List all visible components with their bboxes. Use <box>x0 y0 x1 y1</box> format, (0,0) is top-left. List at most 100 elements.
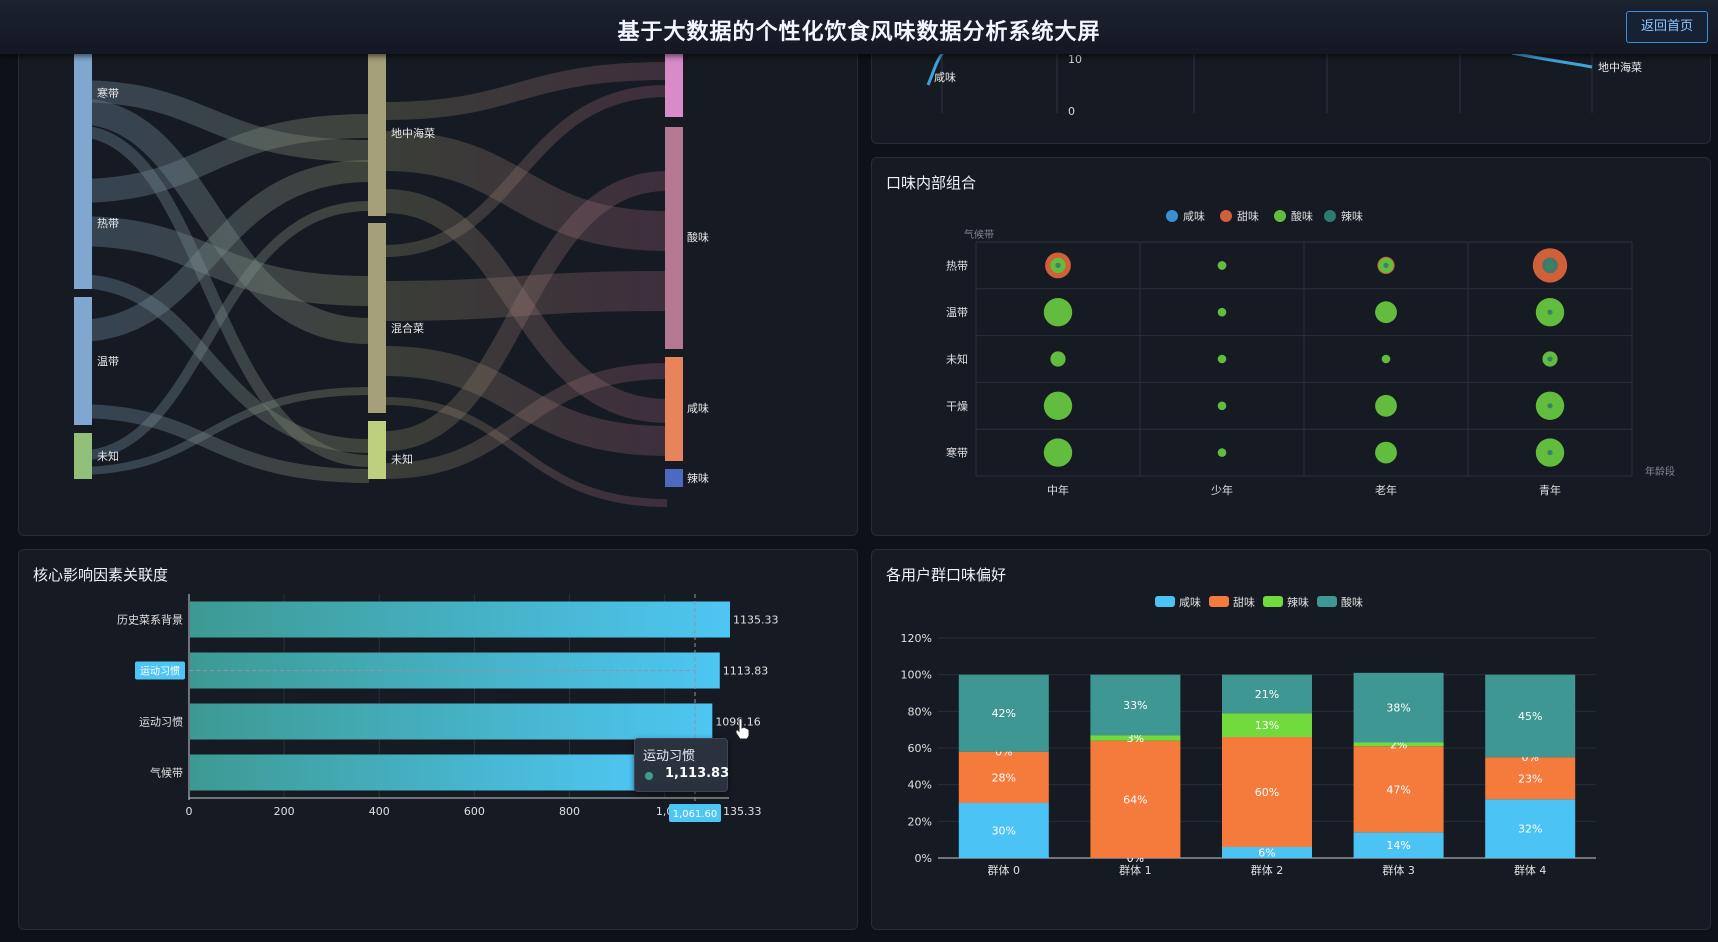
stack-x-tick: 群体 1 <box>1119 863 1152 877</box>
bar-rect[interactable] <box>190 703 713 740</box>
bubble-point-酸味[interactable] <box>1217 401 1227 411</box>
stack-segment-甜味[interactable] <box>1353 746 1444 833</box>
stack-segment-label: 13% <box>1255 719 1279 732</box>
bubble-legend-label[interactable]: 辣味 <box>1341 209 1363 223</box>
stack-segment-辣味[interactable] <box>1222 713 1312 737</box>
bubble-legend-marker[interactable] <box>1274 210 1286 222</box>
stack-legend-label[interactable]: 酸味 <box>1341 595 1363 609</box>
stack-segment-酸味[interactable] <box>1090 674 1181 736</box>
bubble-legend-label[interactable]: 甜味 <box>1237 210 1259 223</box>
bubble-point-酸味[interactable] <box>1043 298 1073 327</box>
stack-segment-酸味[interactable] <box>1353 672 1444 743</box>
stack-segment-label: 38% <box>1386 702 1410 715</box>
sankey-node-temperate[interactable] <box>74 297 92 425</box>
bubble-legend-marker[interactable] <box>1324 210 1336 222</box>
bubble-point-酸味[interactable] <box>1050 351 1066 367</box>
bubble-point-酸味[interactable] <box>1217 448 1227 457</box>
bubble-legend-label[interactable]: 酸味 <box>1291 209 1313 223</box>
sankey-label-cold: 寒带 <box>97 86 119 100</box>
stack-y-tick: 80% <box>908 705 932 718</box>
bubble-y-tick: 寒带 <box>946 446 968 460</box>
bubble-point-酸味[interactable] <box>1217 261 1227 270</box>
bubble-x-axis-name: 年龄段 <box>1645 465 1675 478</box>
bubble-point-辣味[interactable] <box>1055 262 1061 268</box>
stack-segment-甜味[interactable] <box>1090 740 1181 858</box>
bubble-point-辣味[interactable] <box>1547 403 1553 409</box>
sankey-node-unknown-left[interactable] <box>74 433 92 479</box>
bubble-legend-marker[interactable] <box>1220 210 1232 222</box>
sankey-label-sour: 酸味 <box>687 230 709 244</box>
sankey-node-sour[interactable] <box>665 127 683 349</box>
sankey-node-mediterranean[interactable] <box>368 41 386 216</box>
sankey-node-top-right[interactable] <box>665 41 683 117</box>
tooltip-title: 运动习惯 <box>643 749 696 764</box>
bubble-point-酸味[interactable] <box>1217 354 1227 364</box>
stack-segment-咸味[interactable] <box>1485 799 1576 858</box>
stack-segment-甜味[interactable] <box>958 751 1049 803</box>
tooltip-marker-icon <box>645 772 653 780</box>
stack-segment-甜味[interactable] <box>1222 737 1312 847</box>
stack-segment-甜味[interactable] <box>1485 757 1576 800</box>
stack-x-tick: 群体 3 <box>1382 863 1415 877</box>
bubble-point-辣味[interactable] <box>1547 450 1553 456</box>
sankey-node-spicy[interactable] <box>665 469 683 487</box>
stack-legend-marker[interactable] <box>1263 596 1283 607</box>
stack-legend-marker[interactable] <box>1209 596 1229 607</box>
sankey-label-tropical: 热带 <box>97 217 119 230</box>
stack-x-tick: 群体 0 <box>988 863 1021 877</box>
back-home-button[interactable]: 返回首页 <box>1626 11 1708 43</box>
stack-segment-label: 21% <box>1255 688 1279 701</box>
bubble-legend-label[interactable]: 咸味 <box>1183 210 1205 223</box>
line-series-right <box>1511 51 1593 69</box>
stack-legend-marker[interactable] <box>1155 596 1175 607</box>
stack-segment-辣味[interactable] <box>1353 742 1444 747</box>
bubble-y-tick: 干燥 <box>946 400 968 413</box>
stack-legend-label[interactable]: 辣味 <box>1287 595 1309 609</box>
stack-legend-label[interactable]: 甜味 <box>1233 596 1255 609</box>
bubble-point-酸味[interactable] <box>1043 438 1073 467</box>
bubble-panel-title: 口味内部组合 <box>886 174 977 192</box>
stack-segment-咸味[interactable] <box>1353 832 1444 858</box>
bar-x-tick-tail: 135.33 <box>723 805 762 818</box>
bar-panel: 核心影响因素关联度 0 200 400 600 800 1,0 1135.33 历史菜系背景… <box>18 549 858 930</box>
bubble-point-辣味[interactable] <box>1542 257 1558 274</box>
bubble-point-酸味[interactable] <box>1375 301 1397 324</box>
stack-segment-咸味[interactable] <box>958 803 1049 858</box>
stack-legend-marker[interactable] <box>1317 596 1337 607</box>
stack-segment-酸味[interactable] <box>958 674 1049 752</box>
bubble-panel: 口味内部组合 咸味 甜味 酸味 辣味 气候带 年龄段 热带 温带 未知 干燥 寒带 中年 少年 老年… <box>871 157 1711 536</box>
bubble-point-酸味[interactable] <box>1043 391 1073 420</box>
stack-segment-咸味[interactable] <box>1222 847 1312 858</box>
stack-legend-label[interactable]: 咸味 <box>1179 596 1201 609</box>
tooltip-value: 1,113.83 <box>665 766 730 781</box>
stack-y-tick: 20% <box>908 815 932 828</box>
sankey-label-temperate: 温带 <box>97 355 119 368</box>
bubble-x-tick: 青年 <box>1539 483 1561 497</box>
sankey-node-mixed[interactable] <box>368 223 386 413</box>
bubble-point-辣味[interactable] <box>1383 262 1389 268</box>
bubble-point-辣味[interactable] <box>1547 356 1553 362</box>
bubble-point-酸味[interactable] <box>1375 441 1397 464</box>
stack-segment-酸味[interactable] <box>1222 674 1312 714</box>
sankey-node-tropical[interactable] <box>74 149 92 289</box>
bar-rect[interactable] <box>190 601 730 638</box>
bubble-y-axis-name: 气候带 <box>964 228 994 241</box>
bar-value-label: 1135.33 <box>733 614 779 627</box>
bubble-point-辣味[interactable] <box>1547 309 1553 315</box>
bubble-point-酸味[interactable] <box>1381 354 1391 364</box>
bar-rect[interactable] <box>190 754 642 791</box>
line-label-salty: 咸味 <box>934 71 956 84</box>
stack-y-tick: 0% <box>915 852 932 865</box>
bubble-x-tick: 老年 <box>1375 483 1397 497</box>
stack-segment-label: 30% <box>992 825 1016 838</box>
stack-segment-酸味[interactable] <box>1485 674 1576 758</box>
stack-segment-label: 33% <box>1123 699 1147 712</box>
sankey-node-unknown-mid[interactable] <box>368 421 386 479</box>
sankey-node-cold[interactable] <box>74 41 92 161</box>
bubble-point-酸味[interactable] <box>1375 394 1397 417</box>
bubble-point-酸味[interactable] <box>1217 307 1227 317</box>
bubble-legend-marker[interactable] <box>1166 210 1178 222</box>
stack-segment-辣味[interactable] <box>1090 735 1181 741</box>
sankey-node-salty[interactable] <box>665 357 683 461</box>
stack-segment-label: 28% <box>992 771 1016 784</box>
